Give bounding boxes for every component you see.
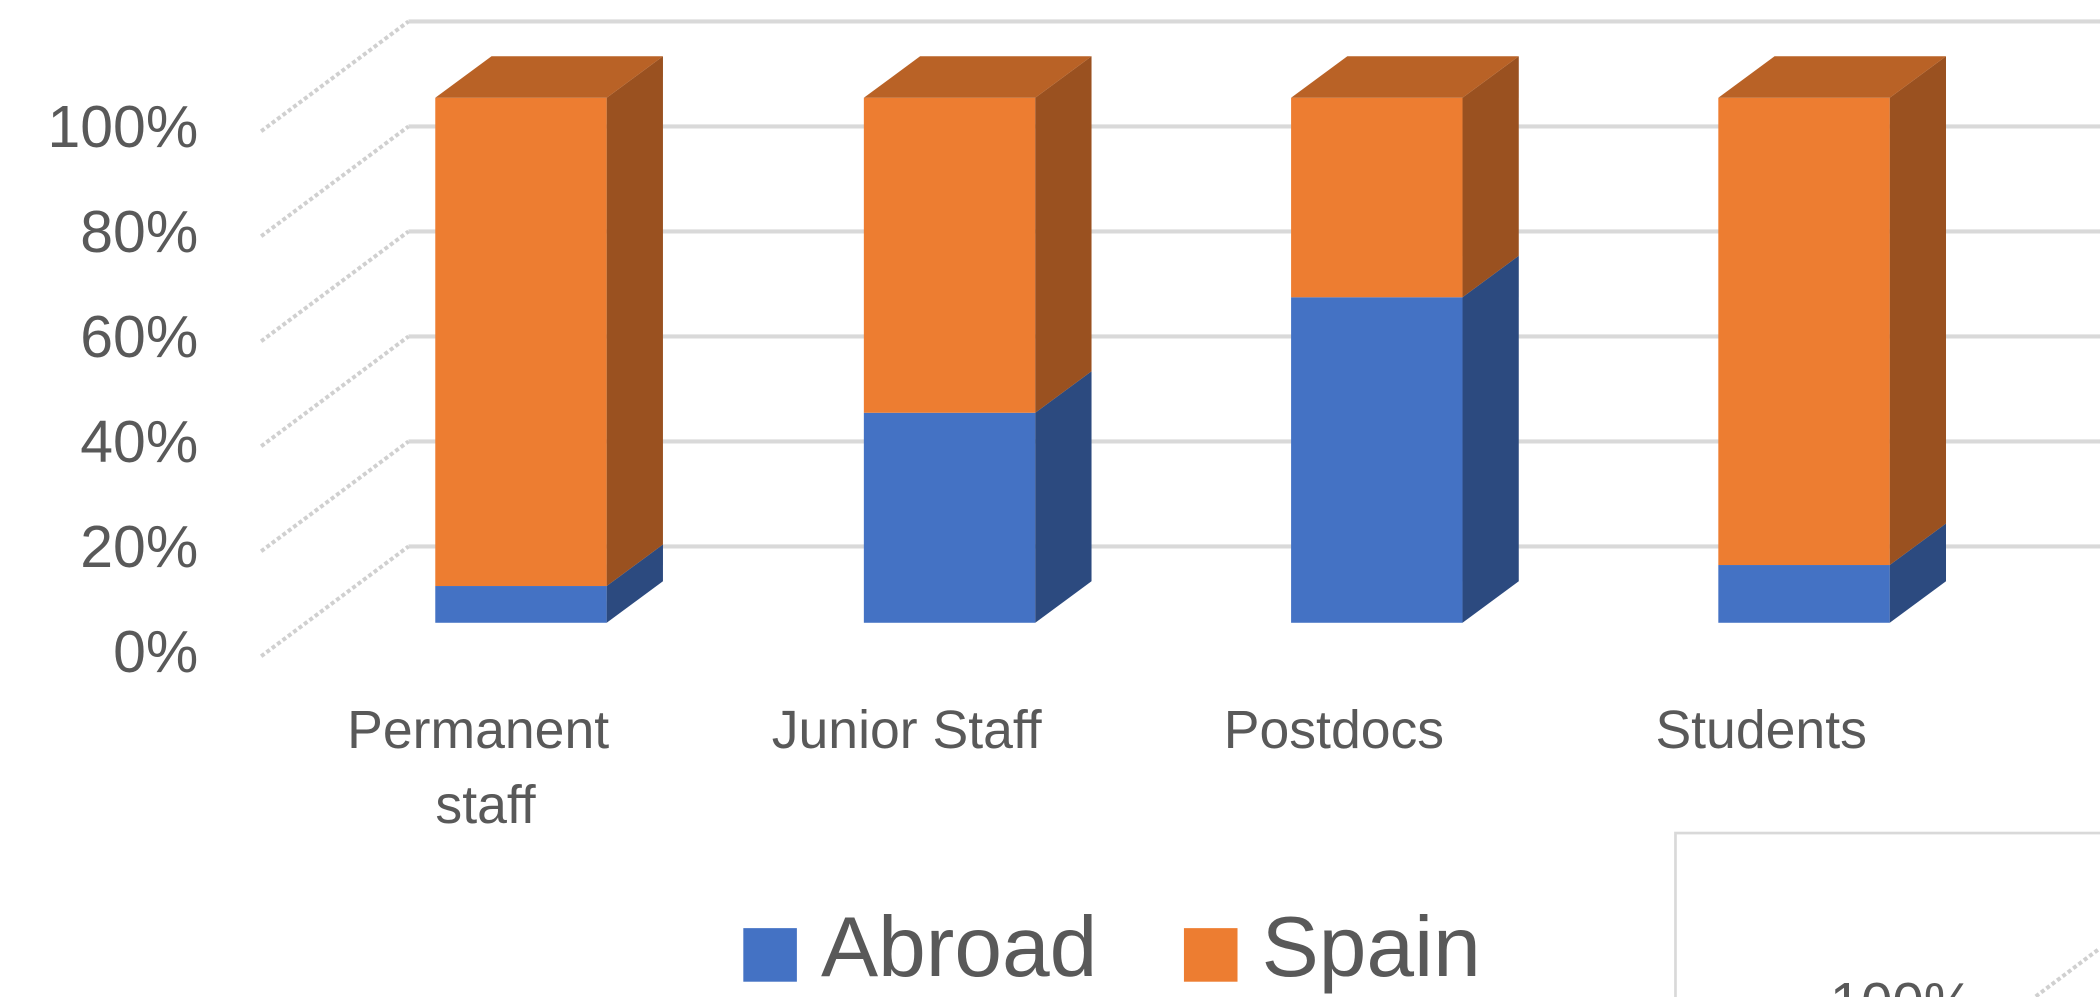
legend-swatch bbox=[1183, 928, 1238, 982]
bar-side bbox=[1889, 523, 1947, 623]
bar-front bbox=[1291, 97, 1463, 298]
partial-tick-label: 100% bbox=[1830, 971, 1974, 997]
bar-top bbox=[863, 56, 1092, 98]
bar-side bbox=[1889, 56, 1947, 566]
bar-top bbox=[1718, 56, 1947, 98]
x-tick-label: Permanent staff bbox=[347, 701, 609, 835]
bar-side bbox=[606, 544, 663, 623]
side-grid-line bbox=[259, 334, 410, 448]
bar-front bbox=[863, 97, 1036, 413]
x-tick-label: Postdocs bbox=[1224, 701, 1444, 760]
bar-top bbox=[1291, 56, 1519, 98]
side-grid-line bbox=[259, 439, 410, 553]
bar-front bbox=[1718, 565, 1890, 623]
legend-label: Spain bbox=[1262, 899, 1481, 995]
y-tick-label: 60% bbox=[80, 305, 198, 370]
legend-label: Abroad bbox=[821, 899, 1097, 995]
bar-front bbox=[435, 97, 607, 587]
x-tick-label: Junior Staff bbox=[772, 701, 1042, 760]
bar-side bbox=[1462, 56, 1519, 298]
bar-side bbox=[1035, 56, 1092, 413]
bar-side bbox=[1462, 255, 1519, 623]
y-tick-label: 80% bbox=[80, 200, 198, 265]
y-tick-label: 40% bbox=[80, 410, 198, 475]
x-tick-label: Students bbox=[1655, 701, 1866, 760]
y-tick-label: 20% bbox=[80, 515, 198, 580]
bar-front bbox=[1718, 97, 1890, 566]
side-grid-line bbox=[259, 19, 410, 133]
bar-front bbox=[863, 412, 1036, 623]
bar-top bbox=[435, 56, 663, 98]
side-grid-line bbox=[259, 544, 410, 658]
side-grid-line bbox=[259, 229, 410, 343]
bar-side bbox=[1035, 371, 1092, 623]
y-tick-label: 100% bbox=[48, 95, 199, 160]
chart-area: 100% 0% 20% 40% 60% 80% 100% Permanent staff Ju… bbox=[48, 19, 2100, 997]
bar-front bbox=[435, 586, 607, 623]
y-tick-label: 0% bbox=[113, 620, 198, 685]
bar-front bbox=[1291, 297, 1463, 623]
partial-chart-frame bbox=[1674, 831, 2100, 997]
legend-swatch bbox=[743, 928, 797, 982]
bar-side bbox=[606, 56, 663, 587]
side-grid-line bbox=[259, 124, 410, 238]
